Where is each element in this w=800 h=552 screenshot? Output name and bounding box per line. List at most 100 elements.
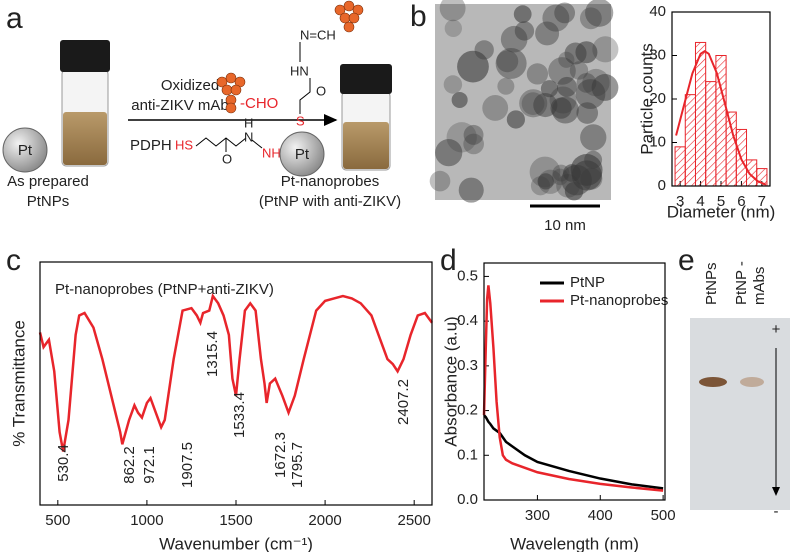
lane-label: mAbs (751, 267, 768, 305)
bond (299, 78, 311, 114)
panel-label: b (410, 0, 427, 33)
gel-image (690, 318, 790, 510)
atom: N (244, 129, 253, 144)
tem-particle (446, 122, 477, 153)
panel-label: a (6, 2, 23, 35)
x-tick-label: 7 (758, 193, 766, 210)
panel-label: d (440, 244, 457, 277)
y-tick-label: 0.2 (457, 402, 478, 419)
x-tick-label: 400 (588, 507, 613, 524)
tem-particle (579, 7, 602, 30)
pt-label: Pt (295, 146, 310, 163)
line-series (483, 414, 664, 490)
caption: As prepared (7, 173, 89, 190)
y-tick-label: 0.4 (457, 312, 478, 329)
tem-particle (482, 95, 509, 121)
peak-label: 1672.3 (272, 432, 289, 478)
x-tick-label: 4 (696, 193, 704, 210)
tem-particle (558, 51, 575, 68)
tem-particle (533, 93, 558, 118)
x-axis-label: Diameter (nm) (667, 202, 776, 221)
line-series (482, 285, 664, 492)
lane-label: PtNPs (703, 262, 720, 305)
fit-curve (675, 49, 767, 186)
vial-cap (60, 40, 110, 72)
electrode: - (774, 503, 779, 520)
tem-particle (585, 0, 614, 27)
tem-particle (564, 181, 584, 201)
x-tick-label: 2500 (397, 512, 430, 529)
tem-particle (458, 177, 484, 203)
plot-frame (483, 262, 666, 501)
tem-particle (514, 21, 535, 41)
tem-particle (526, 63, 549, 85)
peak-label: 1533.4 (231, 392, 248, 438)
bond (251, 139, 263, 149)
gel-band (740, 377, 764, 387)
tem-particle (592, 36, 619, 63)
y-axis-label: % Transmittance (9, 320, 28, 447)
tem-particle (556, 76, 577, 97)
scheme: Pt As prepared PtNPs Oxidized anti-ZIKV … (2, 0, 401, 210)
tem-particle (551, 96, 579, 124)
y-tick-label: 0.5 (457, 267, 478, 284)
x-tick-label: 500 (45, 512, 70, 529)
x-axis-label: Wavenumber (cm⁻¹) (159, 534, 313, 552)
histogram-bar (674, 146, 686, 187)
histogram-bar (684, 94, 696, 187)
tem-particle (530, 176, 550, 196)
pt-particle (279, 131, 325, 177)
tem-particle (535, 21, 560, 46)
vial-liquid (343, 122, 389, 169)
y-tick-label: 30 (649, 46, 666, 63)
y-tick-label: 40 (649, 3, 666, 20)
tem-particle (551, 168, 569, 186)
x-tick-label: 500 (651, 507, 676, 524)
tem-particle (569, 61, 589, 80)
reagent: Oxidized (161, 77, 219, 94)
peak-label: 2407.2 (395, 379, 412, 425)
tem-particle (550, 97, 572, 119)
x-tick-label: 2000 (308, 512, 341, 529)
tem-particle (548, 57, 576, 85)
tem-particle (451, 91, 468, 109)
lane-label: PtNP - (733, 261, 750, 305)
tem-particle (521, 92, 545, 116)
atom: O (316, 83, 326, 98)
y-tick-label: 0.0 (457, 491, 478, 508)
atom: O (222, 151, 232, 166)
tem-particle (576, 73, 597, 93)
legend-label: Pt-nanoprobes (570, 292, 668, 309)
tem-particle (444, 19, 463, 38)
atom: N=CH (300, 27, 336, 42)
y-tick-label: 10 (649, 133, 666, 150)
vial-cap (340, 64, 392, 94)
tem-particle (542, 4, 570, 32)
peak-label: 1907.5 (179, 442, 196, 488)
tem-particle (537, 173, 554, 190)
x-tick-label: 5 (717, 193, 725, 210)
x-tick-label: 6 (737, 193, 745, 210)
tem-particle (429, 170, 451, 192)
gel-band (699, 377, 727, 387)
plot-frame (39, 261, 433, 506)
atom: HN (290, 63, 309, 78)
legend-label: PtNP (570, 274, 605, 291)
aldehyde: -CHO (240, 95, 278, 112)
atom: H (244, 115, 253, 130)
tem-particle (463, 133, 484, 155)
x-axis-label: Wavelength (nm) (510, 534, 639, 552)
tem-particle (495, 47, 527, 79)
caption: (PtNP with anti-ZIKV) (259, 193, 401, 210)
peak-label: 1315.4 (204, 331, 221, 377)
vial-liquid (63, 112, 107, 165)
pt-particle (2, 127, 48, 173)
tem-particle (554, 2, 576, 24)
peak-label: 972.1 (141, 446, 158, 484)
x-tick-label: 3 (676, 193, 684, 210)
tem-particle (513, 5, 532, 24)
tem-particle (506, 110, 525, 129)
tem-particle (570, 153, 603, 186)
x-tick-label: 1500 (219, 512, 252, 529)
